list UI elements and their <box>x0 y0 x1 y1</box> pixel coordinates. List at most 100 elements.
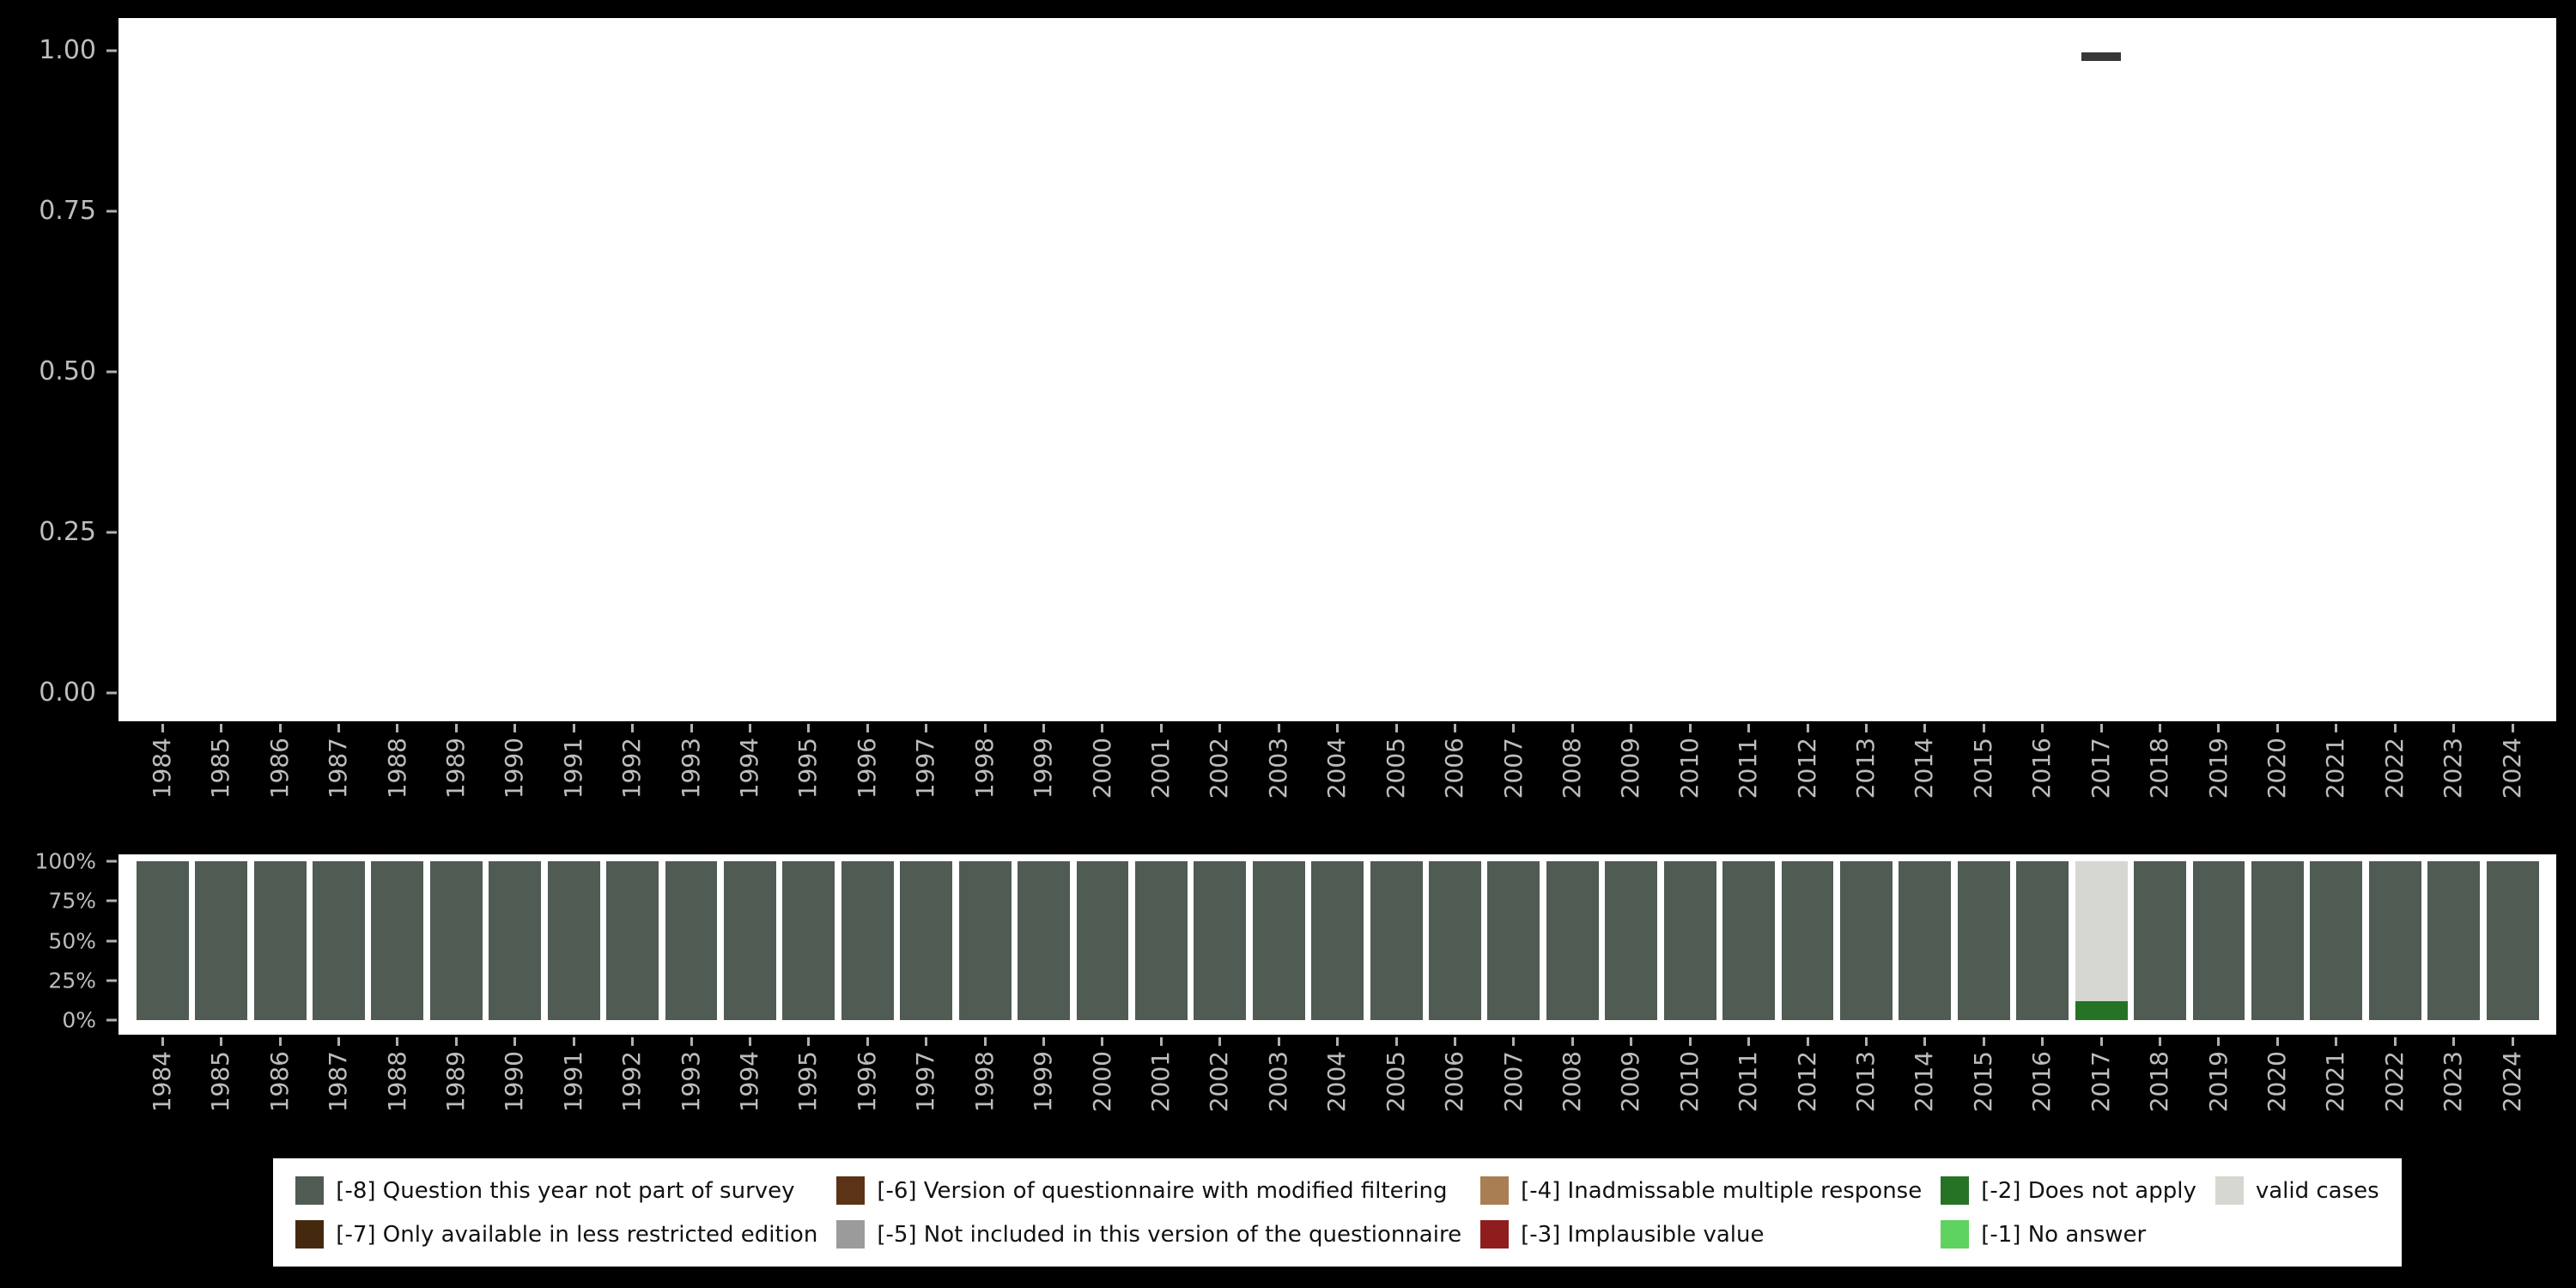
bar-segment <box>841 861 894 1020</box>
bar-slot <box>1543 861 1601 1020</box>
bar-slot <box>133 861 191 1020</box>
x-axis-year-label: 2009 <box>1616 738 1645 799</box>
bar-segment <box>2486 861 2539 1020</box>
x-axis-slot: 2012 <box>1778 1037 1837 1112</box>
x-axis-year-label: 2020 <box>2263 1051 2291 1113</box>
x-axis-slot: 2018 <box>2130 724 2189 799</box>
x-axis-slot: 1995 <box>780 1037 838 1112</box>
bar-slot <box>1132 861 1190 1020</box>
bar-segment <box>1957 861 2010 1020</box>
x-axis-slot: 1985 <box>191 724 250 799</box>
x-axis-tick-mark <box>2452 1037 2456 1046</box>
bar-segment <box>2251 861 2304 1020</box>
x-axis-tick-mark <box>1864 1037 1868 1046</box>
x-axis-slot: 2015 <box>1954 1037 2013 1112</box>
x-axis-tick-mark <box>278 724 282 732</box>
x-axis-slot: 2020 <box>2248 1037 2306 1112</box>
x-axis-year-label: 2018 <box>2145 1051 2174 1113</box>
x-axis-year-label: 2003 <box>1263 738 1292 799</box>
stacked-bar <box>2486 861 2539 1020</box>
x-axis-slot: 2003 <box>1249 724 1308 799</box>
x-axis-year-label: 1992 <box>617 738 647 799</box>
x-axis-year-label: 1987 <box>324 738 353 799</box>
x-axis-year-label: 2010 <box>1674 738 1704 799</box>
x-axis-tick-mark <box>1630 1037 1633 1046</box>
x-axis-year-label: 2008 <box>1557 738 1586 799</box>
x-axis-slot: 2008 <box>1543 724 1601 799</box>
legend-item-label: valid cases <box>2255 1177 2379 1204</box>
x-axis-year-label: 2009 <box>1616 1051 1645 1113</box>
stacked-bar <box>1429 861 1481 1020</box>
y-axis-tick-label: 50% <box>48 928 96 953</box>
bar-slot <box>1719 861 1777 1020</box>
x-axis-tick-mark <box>2217 1037 2221 1046</box>
x-axis-slot: 2001 <box>1132 724 1190 799</box>
stacked-bar <box>782 861 835 1020</box>
x-axis-slot: 1993 <box>662 724 720 799</box>
x-axis-year-label: 2001 <box>1145 1051 1175 1113</box>
x-axis-slot: 2021 <box>2307 1037 2366 1112</box>
x-axis-tick-mark <box>220 1037 223 1046</box>
x-axis-year-label: 2006 <box>1440 738 1469 799</box>
legend-color-swatch <box>295 1220 325 1249</box>
x-axis-year-label: 2015 <box>1968 1051 1997 1113</box>
stacked-bar <box>2192 861 2245 1020</box>
bar-segment <box>1311 861 1364 1020</box>
x-axis-tick-mark <box>1101 724 1104 732</box>
x-axis-tick-mark <box>1394 1037 1398 1046</box>
x-axis-year-label: 1997 <box>911 738 940 799</box>
x-axis-slot: 2021 <box>2307 724 2366 799</box>
x-axis-slot: 1992 <box>603 724 661 799</box>
legend-color-swatch <box>1480 1220 1510 1249</box>
x-axis-year-label: 2007 <box>1498 1051 1528 1113</box>
bar-slot <box>1485 861 1543 1020</box>
x-axis-year-label: 2016 <box>2027 1051 2057 1113</box>
legend-item: [-5] Not included in this version of the… <box>836 1215 1461 1254</box>
stacked-bar <box>2427 861 2481 1020</box>
bar-segment <box>782 861 835 1020</box>
x-axis-slot: 1992 <box>603 1037 661 1112</box>
x-axis-slot: 2013 <box>1837 724 1895 799</box>
stacked-bar <box>1546 861 1599 1020</box>
x-axis-year-label: 1986 <box>264 1051 294 1113</box>
bar-segment <box>1899 861 1952 1020</box>
bar-slot <box>1778 861 1837 1020</box>
bar-segment <box>900 861 953 1020</box>
legend-item: [-1] No answer <box>1941 1215 2196 1254</box>
bar-slot <box>1014 861 1072 1020</box>
bar-slot <box>2014 861 2072 1020</box>
x-axis-tick-mark <box>337 1037 340 1046</box>
legend-item-label: [-3] Implausible value <box>1521 1221 1765 1248</box>
x-axis-year-label: 1984 <box>147 738 176 799</box>
x-axis-year-label: 1990 <box>500 1051 529 1113</box>
x-axis-tick-mark <box>1688 724 1692 732</box>
x-axis-slot: 1998 <box>956 1037 1014 1112</box>
bar-segment <box>1663 861 1716 1020</box>
y-axis-tick-mark <box>106 979 117 982</box>
x-axis-slot: 2014 <box>1896 1037 1954 1112</box>
x-axis-year-label: 2002 <box>1205 738 1234 799</box>
x-axis-slot: 1987 <box>309 724 368 799</box>
y-axis-tick-label: 0.50 <box>39 356 96 386</box>
trend-y-axis: 1.00 0.75 0.50 0.25 0.00 <box>0 18 118 721</box>
x-axis-year-label: 2013 <box>1851 1051 1880 1113</box>
legend-item: [-3] Implausible value <box>1480 1215 1922 1254</box>
x-axis-tick-mark <box>1747 724 1751 732</box>
y-axis-tick-label: 0.00 <box>39 677 96 708</box>
x-axis-tick-mark <box>690 1037 693 1046</box>
legend-color-swatch <box>1941 1176 1970 1205</box>
x-axis-slot: 2022 <box>2366 1037 2424 1112</box>
trend-point-marker <box>2081 52 2121 62</box>
stacked-bar <box>1663 861 1716 1020</box>
x-axis-slot: 2020 <box>2248 724 2306 799</box>
x-axis-year-label: 1995 <box>793 1051 823 1113</box>
x-axis-tick-mark <box>2041 724 2044 732</box>
stacked-bar <box>1311 861 1364 1020</box>
x-axis-year-label: 2017 <box>2086 738 2115 799</box>
x-axis-tick-mark <box>2511 724 2514 732</box>
x-axis-tick-mark <box>690 724 693 732</box>
x-axis-year-label: 1993 <box>676 1051 705 1113</box>
bar-segment <box>547 861 600 1020</box>
x-axis-slot: 2016 <box>2014 724 2072 799</box>
y-axis-tick-mark <box>106 531 117 534</box>
